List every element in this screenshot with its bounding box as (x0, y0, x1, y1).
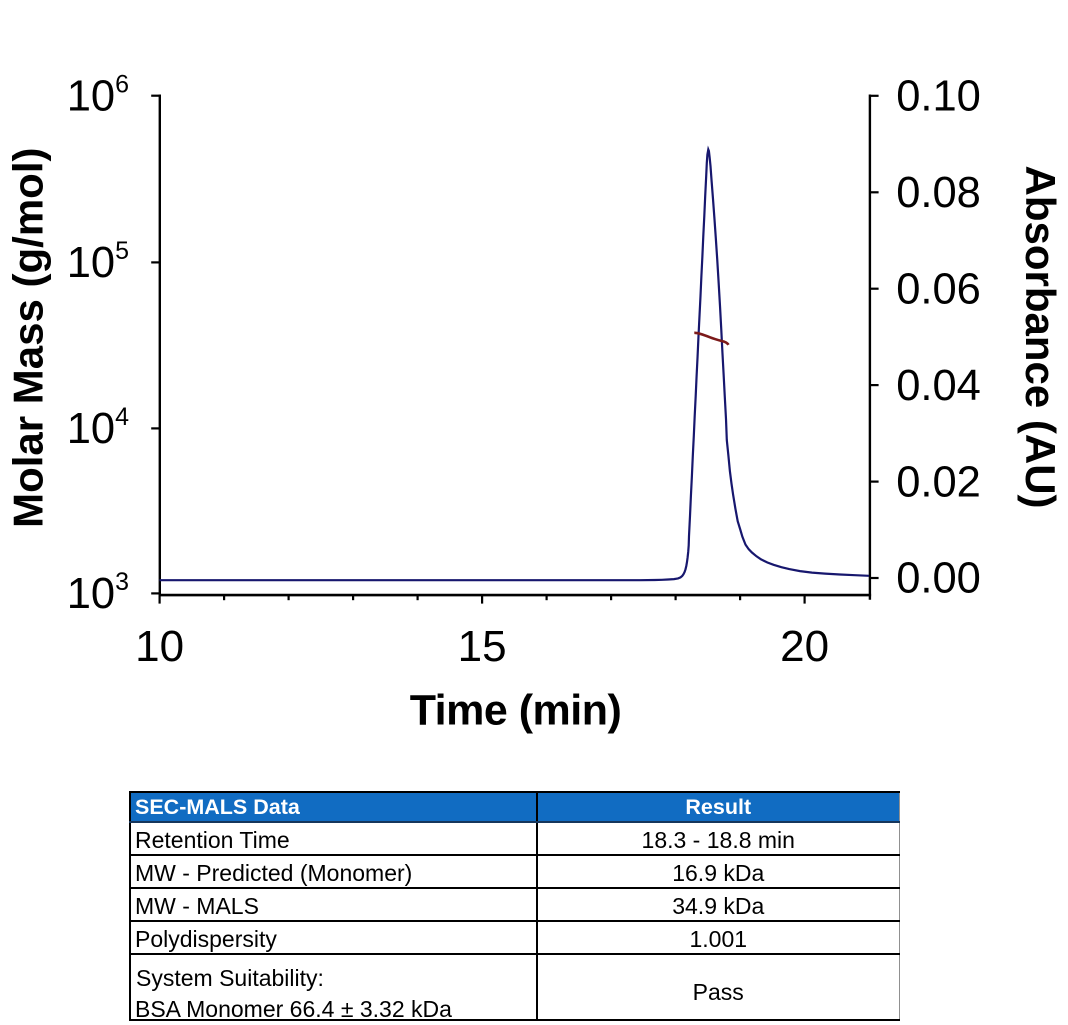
svg-text:0.08: 0.08 (896, 169, 981, 217)
svg-text:106: 106 (67, 71, 129, 121)
svg-text:0.10: 0.10 (896, 73, 981, 121)
svg-text:Absorbance (AU): Absorbance (AU) (1017, 165, 1064, 508)
svg-text:0.04: 0.04 (896, 362, 981, 410)
svg-text:0.06: 0.06 (896, 265, 981, 313)
svg-text:15: 15 (458, 622, 507, 671)
svg-text:104: 104 (67, 403, 129, 453)
svg-text:10: 10 (135, 622, 184, 671)
svg-text:103: 103 (67, 568, 129, 618)
svg-text:20: 20 (780, 622, 829, 671)
svg-text:Molar Mass (g/mol): Molar Mass (g/mol) (4, 148, 51, 528)
svg-text:0.02: 0.02 (896, 458, 981, 506)
svg-text:105: 105 (67, 237, 129, 287)
svg-text:0.00: 0.00 (896, 555, 981, 603)
svg-text:Time (min): Time (min) (410, 687, 622, 735)
